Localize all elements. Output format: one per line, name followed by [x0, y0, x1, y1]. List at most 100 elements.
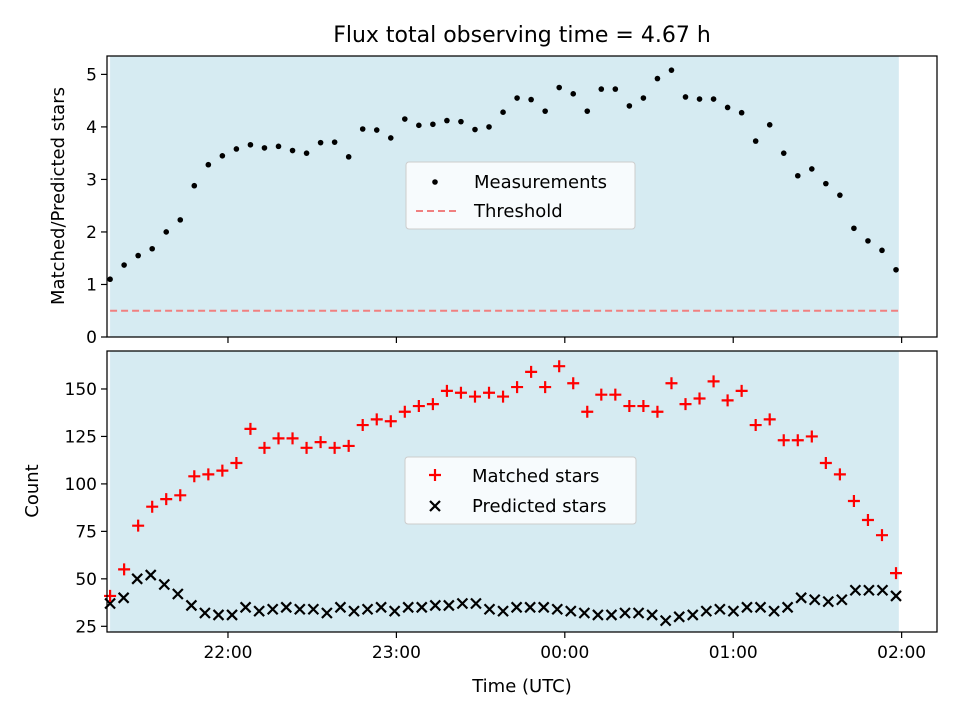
predicted-star-marker	[727, 605, 740, 617]
matched-star-marker	[342, 439, 355, 452]
matched-star-marker	[216, 464, 229, 477]
predicted-star-marker	[510, 601, 523, 614]
top-y-tick-label: 0	[86, 328, 97, 348]
bottom-x-tick-label: 23:00	[372, 643, 421, 663]
measurement-point	[752, 138, 759, 144]
matched-star-marker	[875, 529, 888, 542]
predicted-star-marker	[443, 599, 455, 612]
bottom-x-tick-label: 22:00	[203, 643, 252, 663]
top-y-tick-label: 5	[86, 65, 97, 85]
predicted-star-marker	[456, 597, 469, 610]
matched-star-marker	[454, 386, 467, 399]
measurement-point	[794, 172, 801, 179]
measurement-point	[837, 192, 843, 198]
predicted-star-marker	[686, 609, 699, 621]
top-panel: 0 1 2 3 4 5 Matched/Predicted stars Measureme…	[48, 55, 938, 348]
matched-star-marker	[230, 457, 243, 470]
matched-star-marker	[623, 400, 636, 413]
predicted-star-marker	[565, 605, 577, 617]
measurement-point	[809, 166, 815, 172]
matched-star-marker	[146, 500, 159, 513]
measurement-point	[626, 103, 633, 109]
measurement-point	[317, 139, 324, 146]
measurement-point	[865, 238, 871, 244]
matched-star-marker	[539, 381, 552, 394]
bottom-plot-frame	[106, 350, 938, 633]
measurement-point	[766, 122, 773, 128]
matched-star-marker	[174, 489, 187, 502]
measurement-point	[135, 252, 141, 259]
measurement-point	[893, 266, 899, 273]
measurement-point	[584, 108, 591, 114]
measurement-point	[205, 161, 212, 168]
predicted-star-marker	[415, 601, 428, 614]
matched-star-marker	[497, 390, 510, 403]
measurement-point	[528, 96, 534, 103]
matched-star-marker	[511, 381, 524, 394]
predicted-star-marker	[700, 605, 713, 617]
measurement-point	[668, 67, 675, 73]
measurement-point	[823, 180, 829, 187]
predicted-star-marker	[158, 578, 171, 591]
predicted-star-marker	[768, 605, 780, 617]
bottom-x-tick-label: 01:00	[709, 643, 758, 663]
predicted-star-marker	[117, 592, 130, 604]
predicted-star-marker	[429, 599, 442, 612]
measurement-point	[612, 86, 619, 92]
matched-star-marker	[426, 398, 439, 411]
matched-star-marker	[160, 493, 173, 506]
measurement-point	[149, 245, 155, 252]
predicted-star-marker	[280, 601, 293, 614]
matched-star-marker	[314, 436, 327, 449]
measurement-point	[402, 116, 408, 122]
measurement-point	[444, 117, 450, 124]
matched-star-marker	[637, 400, 650, 413]
matched-star-marker	[286, 432, 299, 445]
measurement-point	[275, 143, 282, 150]
matched-star-marker	[595, 388, 608, 401]
predicted-star-marker	[714, 603, 726, 615]
predicted-star-marker	[497, 605, 509, 617]
matched-star-marker	[665, 377, 678, 390]
measurement-point	[724, 104, 731, 111]
predicted-star-marker	[131, 573, 143, 585]
predicted-star-marker	[592, 609, 604, 621]
matched-star-marker	[651, 405, 664, 418]
matched-star-marker	[833, 468, 846, 481]
bottom-legend: Matched stars Predicted stars	[404, 456, 637, 525]
measurement-point	[486, 124, 492, 130]
predicted-star-marker	[402, 601, 414, 614]
predicted-star-marker	[172, 588, 184, 600]
top-legend: Measurements Threshold	[405, 161, 636, 230]
bottom-y-axis-label: Count	[22, 464, 43, 517]
bottom-y-tick-label: 25	[75, 617, 97, 637]
measurement-point	[542, 108, 548, 114]
legend-predicted-marker	[429, 500, 441, 512]
bottom-panel: 25 50 75 100 125 150 22:00 23:00 00:00 01:00 02:0…	[22, 350, 938, 697]
predicted-star-marker	[226, 609, 238, 621]
matched-star-marker	[609, 388, 622, 401]
bottom-y-tick-label: 50	[75, 570, 97, 590]
predicted-star-marker	[375, 601, 387, 614]
measurement-point	[359, 126, 366, 132]
top-y-tick-label: 1	[86, 275, 97, 295]
measurement-point	[780, 150, 787, 156]
matched-star-marker	[693, 392, 706, 405]
matched-star-marker	[258, 441, 271, 454]
matched-star-marker	[791, 434, 804, 447]
predicted-star-marker	[849, 584, 862, 597]
predicted-star-marker	[239, 601, 252, 614]
top-y-tick-label: 4	[86, 118, 97, 138]
matched-star-marker	[104, 589, 117, 602]
predicted-star-marker	[307, 603, 320, 615]
bottom-x-axis-label: Time (UTC)	[471, 676, 572, 697]
measurement-point	[500, 109, 506, 115]
predicted-star-marker	[808, 593, 821, 606]
top-plot-frame	[106, 55, 938, 338]
measurement-point	[556, 84, 562, 91]
predicted-star-marker	[754, 601, 767, 614]
legend-matched-marker	[429, 469, 441, 481]
predicted-star-marker	[348, 605, 360, 617]
measurement-point	[696, 96, 703, 102]
matched-star-marker	[763, 413, 776, 426]
